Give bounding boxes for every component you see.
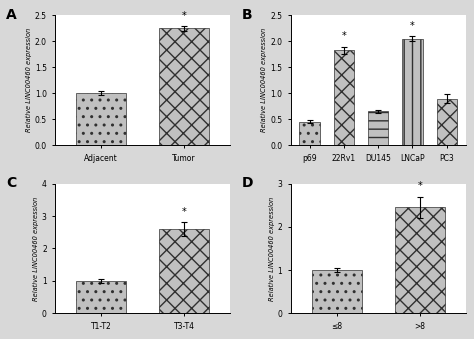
Y-axis label: Relative LINC00460 expression: Relative LINC00460 expression [26, 28, 32, 133]
Text: C: C [6, 176, 16, 190]
Y-axis label: Relative LINC00460 expression: Relative LINC00460 expression [261, 28, 267, 133]
Bar [76, 281, 126, 313]
Bar [395, 207, 445, 313]
Bar [311, 270, 362, 313]
Text: *: * [410, 21, 415, 31]
Text: *: * [182, 11, 187, 21]
Text: *: * [418, 181, 422, 191]
Text: D: D [242, 176, 253, 190]
Text: A: A [6, 8, 17, 22]
Text: *: * [182, 207, 187, 217]
Bar [368, 112, 389, 145]
Text: B: B [242, 8, 252, 22]
Y-axis label: Relative LINC00460 expression: Relative LINC00460 expression [269, 196, 275, 301]
Bar [299, 122, 320, 145]
Bar [402, 39, 423, 145]
Bar [437, 99, 457, 145]
Bar [159, 28, 209, 145]
Bar [76, 93, 126, 145]
Text: *: * [341, 32, 346, 41]
Bar [159, 229, 209, 313]
Bar [334, 50, 354, 145]
Y-axis label: Relative LINC00460 expression: Relative LINC00460 expression [33, 196, 39, 301]
